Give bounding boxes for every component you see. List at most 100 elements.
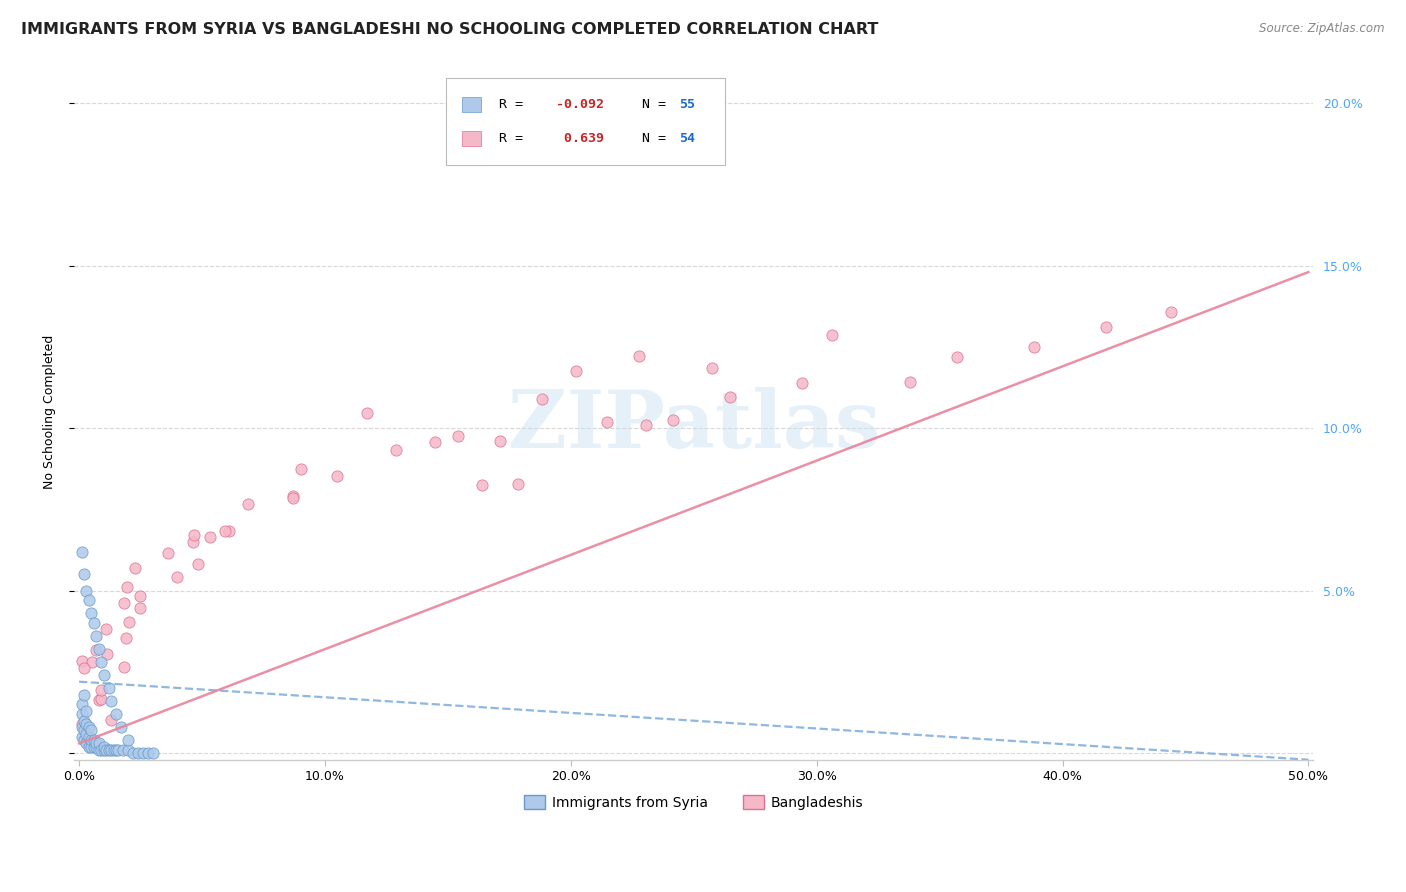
Point (90, 655, 112, 669)
Text: 55: 55 (679, 98, 695, 111)
Point (356, 406, 378, 420)
Point (77, 730, 100, 744)
Point (506, 476, 529, 491)
Point (136, 746, 159, 760)
Point (661, 413, 683, 427)
Point (290, 462, 312, 476)
Point (628, 349, 651, 363)
Text: R =: R = (499, 132, 531, 145)
Point (84, 643, 107, 657)
Point (792, 376, 814, 390)
Point (218, 524, 240, 538)
Point (100, 743, 122, 757)
Point (326, 468, 349, 483)
Point (127, 746, 149, 760)
Point (93, 739, 115, 754)
Text: 54: 54 (679, 132, 695, 145)
Legend: Immigrants from Syria, Bangladeshis: Immigrants from Syria, Bangladeshis (519, 789, 869, 815)
Point (97, 681, 120, 695)
Point (77, 739, 100, 754)
Text: Source: ZipAtlas.com: Source: ZipAtlas.com (1260, 22, 1385, 36)
Point (117, 733, 139, 747)
Point (946, 351, 969, 365)
Point (93, 668, 115, 682)
Point (80, 655, 103, 669)
Point (110, 720, 132, 734)
FancyBboxPatch shape (463, 131, 481, 146)
Point (75, 704, 97, 718)
Point (87, 642, 110, 657)
Point (75, 583, 97, 598)
Point (96, 647, 118, 661)
Point (103, 743, 125, 757)
Point (73, 688, 96, 702)
Point (73, 723, 96, 738)
Point (94, 743, 117, 757)
Point (70, 730, 93, 744)
Point (80, 733, 103, 747)
Point (80, 739, 103, 754)
Point (142, 746, 165, 760)
Point (84, 736, 107, 750)
Point (70, 717, 93, 731)
Text: 0.639: 0.639 (557, 132, 605, 145)
Text: -0.092: -0.092 (557, 98, 605, 111)
Point (634, 417, 657, 432)
Point (820, 327, 842, 342)
Point (90, 691, 112, 706)
Point (700, 361, 723, 376)
Point (423, 434, 446, 449)
Point (70, 698, 93, 712)
Point (132, 746, 155, 760)
Text: N =: N = (626, 132, 673, 145)
Point (214, 524, 236, 538)
Point (166, 570, 188, 584)
Point (80, 607, 103, 621)
Point (114, 596, 136, 610)
Point (100, 714, 122, 728)
Point (87, 693, 110, 707)
Point (77, 593, 100, 607)
Point (565, 364, 588, 378)
Point (73, 661, 96, 675)
Point (94, 622, 117, 636)
Point (183, 528, 205, 542)
Point (75, 736, 97, 750)
Point (73, 567, 96, 582)
Point (530, 392, 553, 407)
Point (118, 615, 141, 629)
Point (489, 434, 512, 448)
Point (124, 560, 146, 574)
Point (112, 659, 135, 673)
Point (84, 629, 107, 643)
Point (129, 589, 152, 603)
Point (112, 743, 135, 757)
Point (83, 616, 105, 631)
Point (129, 601, 152, 615)
Point (70, 707, 93, 722)
Point (90, 683, 112, 698)
Point (100, 694, 122, 708)
Point (115, 581, 138, 595)
Point (471, 478, 494, 492)
Point (70, 720, 93, 734)
Point (281, 490, 304, 504)
Point (718, 390, 741, 404)
Text: R =: R = (499, 98, 531, 111)
Point (83, 739, 105, 754)
Point (114, 631, 136, 645)
Point (1022, 340, 1045, 354)
Point (898, 375, 921, 389)
Text: ZIPatlas: ZIPatlas (508, 387, 880, 465)
Point (87, 743, 110, 757)
Point (122, 746, 145, 760)
Point (97, 743, 120, 757)
Point (80, 723, 103, 738)
Point (83, 733, 105, 747)
Y-axis label: No Schooling Completed: No Schooling Completed (44, 334, 56, 489)
Point (117, 743, 139, 757)
Point (187, 557, 209, 571)
Point (385, 443, 408, 458)
Text: IMMIGRANTS FROM SYRIA VS BANGLADESHI NO SCHOOLING COMPLETED CORRELATION CHART: IMMIGRANTS FROM SYRIA VS BANGLADESHI NO … (21, 22, 879, 37)
Point (90, 743, 112, 757)
